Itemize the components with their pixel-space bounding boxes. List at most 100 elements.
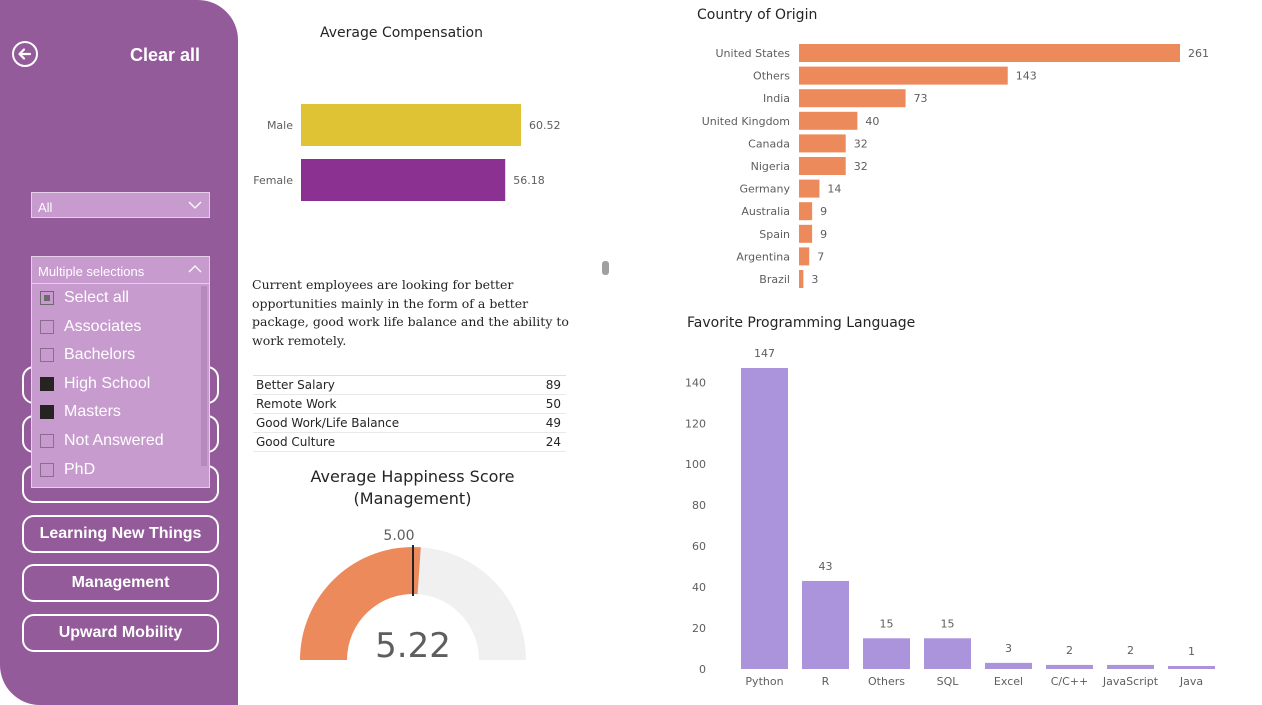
country-bar-canada [799,134,846,153]
language-y-tick-label: 60 [692,540,706,553]
happiness-title-line2: (Management) [353,489,472,508]
reason-name: Good Work/Life Balance [256,416,400,430]
compensation-category-label: Female [253,174,293,187]
language-bar-java [1168,666,1215,669]
filter-dropdown-1[interactable]: All [31,192,210,218]
language-bar-r [802,580,849,669]
country-category-label: India [763,92,790,105]
gauge-target-label: 5.00 [383,528,414,544]
dropdown-option-label: High School [64,374,151,392]
table-row: Good Work/Life Balance 49 [253,414,566,433]
checkbox-icon[interactable] [40,434,54,448]
page-scrollbar-thumb[interactable] [602,261,609,275]
language-value-label: 1 [1188,645,1195,658]
dropdown-scrollbar[interactable] [201,286,207,466]
language-category-label: Java [1179,675,1203,688]
country-value-label: 14 [827,183,841,196]
clear-all-button[interactable]: Clear all [130,45,201,65]
dropdown-option-label: Masters [64,403,121,421]
language-value-label: 15 [941,617,955,630]
country-category-label: Canada [748,137,790,150]
checkbox-icon[interactable] [40,348,54,363]
dropdown-option-label: PhD [64,460,96,478]
country-category-label: Spain [759,228,790,241]
country-category-label: Australia [741,205,790,218]
education-dropdown-value: Multiple selections [38,264,145,279]
language-bar-c-c [1046,664,1093,669]
country-bar-australia [799,202,813,221]
happiness-gauge-title: Average Happiness Score (Management) [290,466,535,510]
country-value-label: 3 [811,273,818,286]
country-category-label: Argentina [736,250,790,263]
chevron-down-icon [188,201,202,209]
checkbox-icon[interactable] [40,405,54,420]
checkbox-icon[interactable] [40,462,54,477]
language-bar-excel [985,662,1032,669]
reason-name: Remote Work [256,397,337,411]
reason-count: 49 [545,416,561,430]
country-bar-united-states [799,44,1180,62]
country-value-label: 73 [914,92,928,105]
language-category-label: JavaScript [1102,675,1159,688]
country-bar-argentina [799,247,810,266]
language-bar-javascript [1107,664,1154,669]
compensation-chart-title: Average Compensation [320,25,483,41]
language-y-tick-label: 80 [692,499,706,512]
language-chart: Favorite Programming Language 0 20 40 60 80 10… [685,315,1215,688]
language-value-label: 2 [1127,644,1134,657]
language-category-label: Python [745,675,783,688]
back-button[interactable] [12,41,38,67]
country-bar-brazil [799,270,804,288]
compensation-value-label: 56.18 [513,174,545,187]
gauge-value-label: 5.22 [375,626,451,666]
reason-name: Better Salary [256,378,335,392]
country-category-label: United Kingdom [702,115,790,128]
country-value-label: 40 [865,115,879,128]
reason-count: 50 [545,397,561,411]
education-dropdown-list: Select all Associates Bachelors High School… [31,284,210,488]
gauge-fill [300,547,421,660]
language-category-label: Others [868,675,905,688]
dropdown-option-label: Select all [64,289,129,306]
country-value-label: 9 [820,228,827,241]
language-y-tick-label: 20 [692,622,706,635]
language-y-tick-label: 120 [685,417,706,430]
table-row: Good Culture 24 [253,433,566,452]
language-value-label: 3 [1005,642,1012,655]
compensation-chart: Male 60.52 Female 56.18 [253,104,561,201]
country-bar-united-kingdom [799,111,858,130]
language-bar-sql [924,638,971,669]
country-value-label: 32 [854,160,868,173]
language-category-label: Excel [994,675,1023,688]
country-category-label: Brazil [759,273,790,286]
country-bar-nigeria [799,157,846,175]
compensation-category-label: Male [267,119,293,132]
compensation-bar-male [301,104,521,146]
dropdown-option-label: Bachelors [64,346,136,364]
checkbox-icon[interactable] [40,319,54,334]
reason-count: 89 [545,378,561,392]
compensation-bar-female [301,159,506,201]
language-category-label: C/C++ [1051,675,1089,688]
country-bar-india [799,89,906,108]
dropdown-option-label: Associates [64,317,142,335]
country-category-label: United States [716,47,791,60]
table-row: Better Salary 89 [253,376,566,395]
language-y-tick-label: 40 [692,581,706,594]
reasons-table: Better Salary 89 Remote Work 50 Good Work/Li… [253,375,566,452]
language-value-label: 2 [1066,644,1073,657]
language-bar-python [741,368,788,669]
arrow-left-icon [18,48,32,60]
country-value-label: 143 [1016,70,1037,83]
checkbox-icon[interactable] [40,376,54,391]
sidebar-button-learning[interactable]: Learning New Things [22,515,219,553]
checkbox-icon[interactable] [40,291,54,305]
education-dropdown[interactable]: Multiple selections [31,256,210,284]
sidebar-button-management[interactable]: Management [22,564,219,602]
country-bar-germany [799,179,820,198]
sidebar-button-upward-mobility[interactable]: Upward Mobility [22,614,219,652]
country-bar-spain [799,224,813,243]
happiness-gauge: 5.00 5.22 [300,528,526,666]
language-bar-others [863,638,910,669]
filter-sidebar: Clear all All Learning New Things Manage… [0,0,238,705]
